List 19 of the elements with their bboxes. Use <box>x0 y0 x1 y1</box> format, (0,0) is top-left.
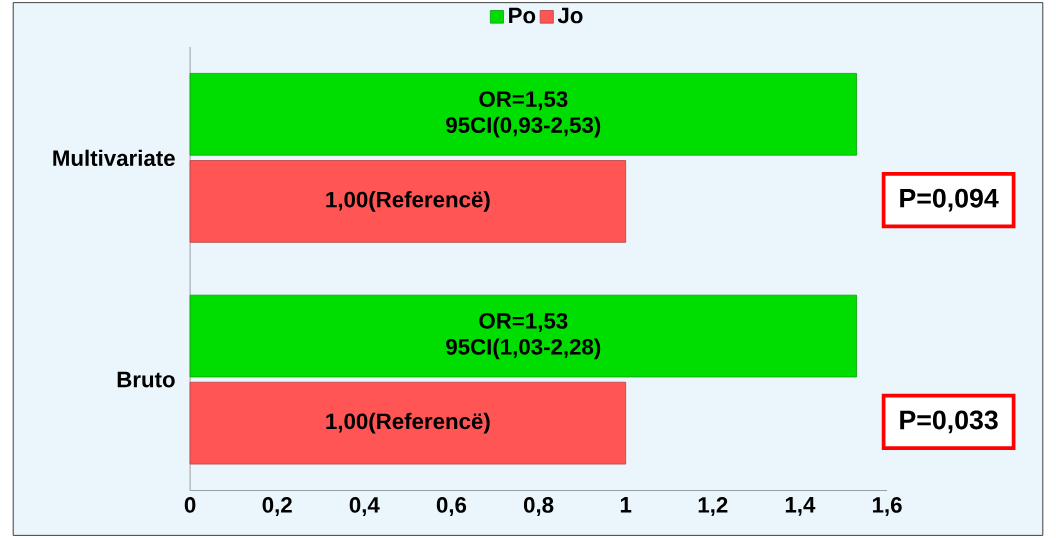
data-label: 1,00(Referencë) <box>326 412 490 434</box>
x-tick-label: 1 <box>620 497 632 513</box>
x-tick-label: 0,6 <box>436 497 467 517</box>
x-tick-label: 0 <box>184 497 196 513</box>
legend-label: Po <box>509 7 536 24</box>
text: P=0,033 <box>900 410 998 434</box>
data-label: OR=1,53 95CI(1,03-2,28) <box>446 313 601 360</box>
data-label: 1,00(Referencë) <box>326 191 490 212</box>
x-tick-label: 1,2 <box>698 497 728 517</box>
y-tick-label: Multivariate <box>53 149 175 167</box>
x-tick-label: 0,2 <box>262 497 292 517</box>
x-tick-label: 0,4 <box>349 497 380 517</box>
x-tick-label: 0,8 <box>523 497 554 517</box>
legend-label: Jo <box>557 7 583 24</box>
x-tick-label: 1,6 <box>872 497 902 517</box>
data-label: OR=1,53 95CI(0,93-2,53) <box>446 91 601 138</box>
x-tick-label: 1,4 <box>785 497 816 516</box>
y-tick-label: Bruto <box>117 371 175 388</box>
text: P=0,094 <box>900 188 999 212</box>
